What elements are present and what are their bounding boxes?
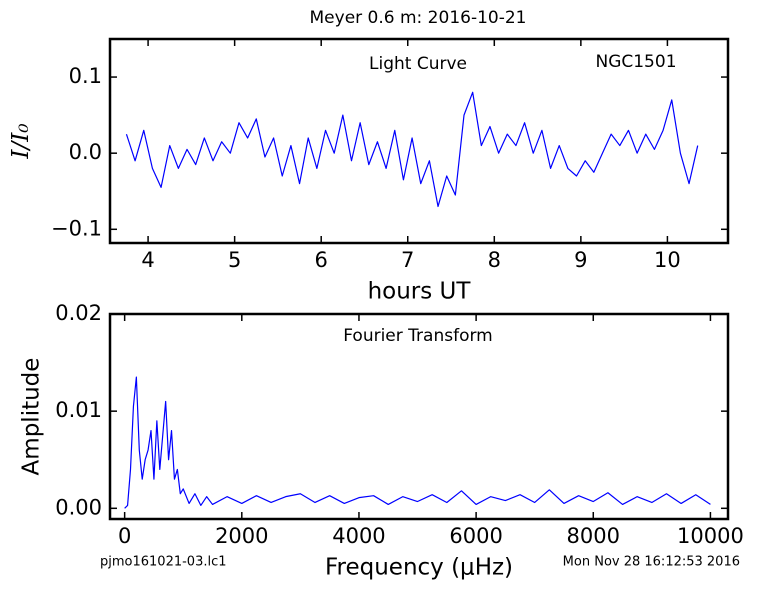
x-tick-label: 10 bbox=[654, 248, 681, 272]
y-tick-label: 0.01 bbox=[55, 398, 102, 422]
x-axis-label: hours UT bbox=[368, 279, 472, 305]
x-tick-label: 6000 bbox=[449, 524, 502, 548]
data-line bbox=[125, 91, 699, 208]
plot-frame bbox=[108, 312, 730, 521]
x-tick-label: 4 bbox=[141, 248, 154, 272]
x-tick-label: 6 bbox=[315, 248, 328, 272]
y-tick-label: 0.00 bbox=[55, 495, 102, 519]
annotation: Light Curve bbox=[369, 54, 467, 74]
x-tick-label: 4000 bbox=[332, 524, 385, 548]
data-line bbox=[124, 376, 711, 509]
x-tick-label: 2000 bbox=[215, 524, 268, 548]
x-tick-label: 5 bbox=[228, 248, 241, 272]
footnote-date: Mon Nov 28 16:12:53 2016 bbox=[563, 555, 740, 570]
annotation: Fourier Transform bbox=[343, 326, 492, 346]
x-tick-label: 8 bbox=[488, 248, 501, 272]
annotation: NGC1501 bbox=[595, 52, 676, 72]
y-tick-label: 0.02 bbox=[55, 301, 102, 325]
y-tick-label: 0.1 bbox=[69, 64, 102, 88]
x-tick-label: 0 bbox=[118, 524, 131, 548]
x-tick-label: 9 bbox=[574, 248, 587, 272]
figure-title: Meyer 0.6 m: 2016-10-21 bbox=[310, 8, 527, 28]
y-axis-label: I/I₀ bbox=[8, 123, 34, 159]
y-tick-label: −0.1 bbox=[51, 216, 102, 240]
x-tick-label: 7 bbox=[401, 248, 414, 272]
footnote-file: pjmo161021-03.lc1 bbox=[100, 555, 227, 570]
x-tick-label: 8000 bbox=[567, 524, 620, 548]
x-axis-label: Frequency (μHz) bbox=[325, 555, 513, 581]
y-axis-label: Amplitude bbox=[19, 358, 45, 476]
x-tick-label: 10000 bbox=[677, 524, 744, 548]
y-tick-label: 0.0 bbox=[69, 140, 102, 164]
plot-frame bbox=[108, 37, 730, 245]
